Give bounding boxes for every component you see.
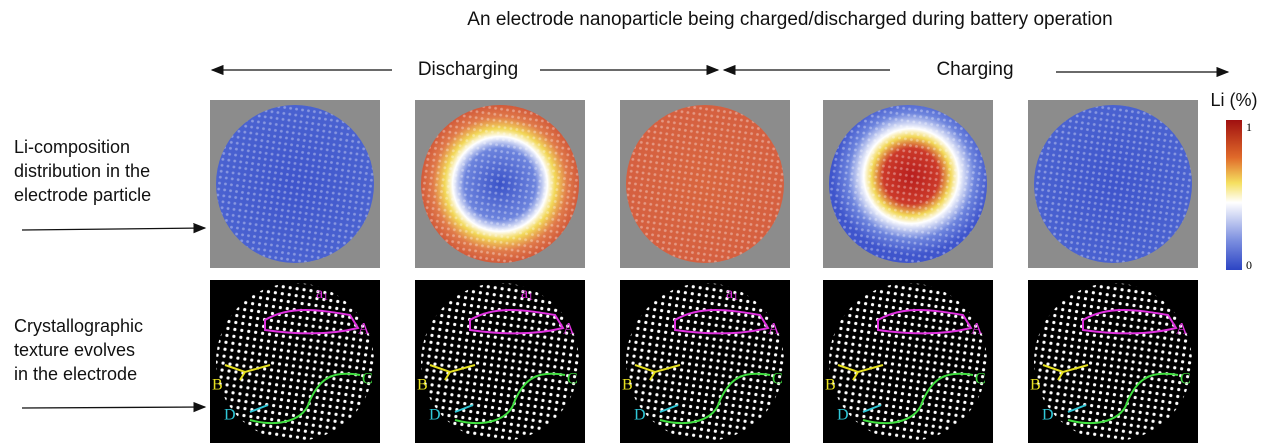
row-label: distribution in the: [14, 161, 150, 181]
boundary-label: B: [417, 377, 428, 394]
boundary-label: D: [224, 407, 236, 424]
phase-label: Charging: [936, 59, 1013, 80]
boundary-label: B: [825, 377, 836, 394]
figure: An electrode nanoparticle being charged/…: [0, 0, 1273, 443]
composition-panel: [823, 100, 993, 268]
boundary-label: A: [971, 321, 983, 338]
texture-panel: A B C D: [1028, 280, 1198, 443]
texture: [216, 105, 374, 263]
colorbar: [1226, 120, 1242, 270]
texture: [829, 105, 987, 263]
texture-panel: A B C Da1: [210, 280, 380, 443]
subscript: 1: [733, 292, 738, 303]
phase-label: Discharging: [418, 59, 518, 80]
row-label: Li-composition: [14, 137, 130, 157]
arrow: [22, 228, 205, 230]
boundary-label: B: [212, 377, 223, 394]
composition-panel: [415, 100, 585, 268]
boundary-label: C: [362, 371, 373, 388]
texture: [1034, 105, 1192, 263]
row-label: texture evolves: [14, 340, 135, 360]
texture-panel: A B C D: [823, 280, 993, 443]
texture: [626, 105, 784, 263]
composition-panel: [620, 100, 790, 268]
row-label: in the electrode: [14, 364, 137, 384]
colorbar-label: Li (%): [1210, 90, 1257, 110]
letter: a: [521, 285, 528, 302]
composition-panel: [1028, 100, 1198, 268]
boundary-label: A: [563, 321, 575, 338]
boundary-label: A: [768, 321, 780, 338]
boundary-label: C: [1180, 371, 1191, 388]
boundary-label: C: [772, 371, 783, 388]
boundary-label: A: [358, 321, 370, 338]
texture-panel: A B C Da1: [620, 280, 790, 443]
boundary-label: D: [429, 407, 441, 424]
boundary-label: C: [975, 371, 986, 388]
colorbar-tick: 0: [1246, 258, 1252, 272]
subscript: 1: [528, 292, 533, 303]
boundary-label: D: [1042, 407, 1054, 424]
boundary-label: B: [1030, 377, 1041, 394]
boundary-label: C: [567, 371, 578, 388]
boundary-label: D: [837, 407, 849, 424]
boundary-label: A: [1176, 321, 1188, 338]
title: An electrode nanoparticle being charged/…: [467, 9, 1112, 30]
texture-panel: A B C Da1: [415, 280, 585, 443]
texture: [421, 105, 579, 263]
arrow: [22, 407, 205, 408]
boundary-label: D: [634, 407, 646, 424]
row-label: electrode particle: [14, 185, 151, 205]
boundary-label: B: [622, 377, 633, 394]
composition-panel: [210, 100, 380, 268]
row-label: Crystallographic: [14, 316, 143, 336]
letter: a: [316, 285, 323, 302]
subscript: 1: [323, 292, 328, 303]
letter: a: [726, 285, 733, 302]
colorbar-tick: 1: [1246, 120, 1252, 134]
